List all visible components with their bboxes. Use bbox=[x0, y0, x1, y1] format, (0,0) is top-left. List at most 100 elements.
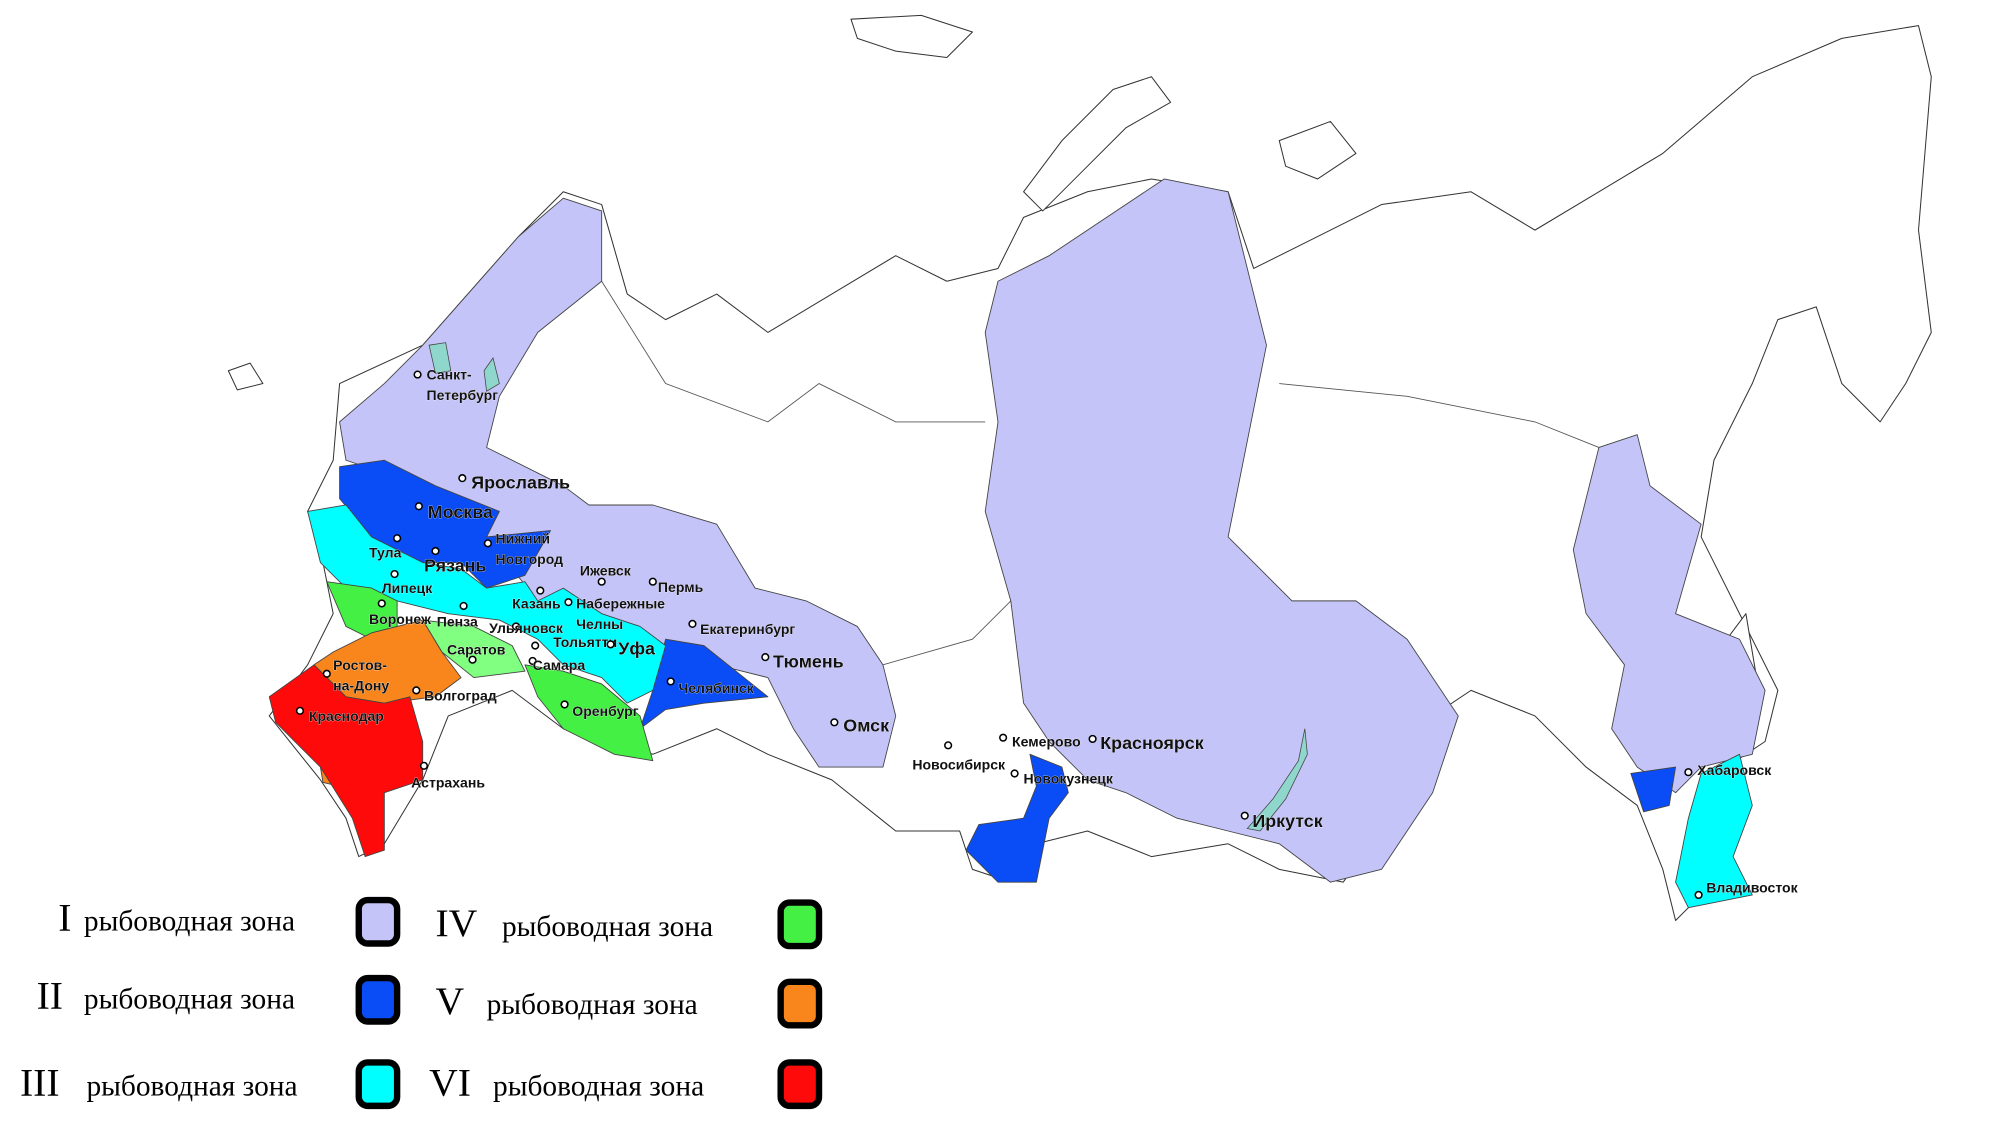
city: Воронеж bbox=[369, 599, 432, 627]
city-dot-icon bbox=[944, 741, 953, 750]
zone-III bbox=[307, 504, 1753, 909]
city-label: Ульяновск bbox=[489, 620, 564, 636]
city-label: Москва bbox=[428, 502, 494, 522]
city: Саратов bbox=[447, 641, 506, 664]
internal-borders-east bbox=[1279, 383, 1600, 448]
water-bodies bbox=[428, 342, 1308, 832]
city: Владивосток bbox=[1694, 879, 1799, 900]
legend-numeral: V bbox=[435, 979, 464, 1023]
city-dot-icon bbox=[393, 534, 402, 543]
city-label: Пенза bbox=[437, 613, 478, 629]
city-label: Саратов bbox=[447, 642, 506, 658]
city: Оренбург bbox=[560, 700, 639, 719]
city-label: Омск bbox=[843, 715, 889, 735]
city-dot-icon bbox=[419, 761, 429, 770]
city-label: Екатеринбург bbox=[700, 621, 795, 637]
city-dot-icon bbox=[606, 640, 615, 649]
city-label: Тольятти bbox=[553, 634, 617, 650]
city: Ижевск bbox=[580, 562, 632, 586]
zone-VI-south bbox=[268, 664, 424, 858]
legend-label: рыбоводная зона bbox=[493, 1071, 704, 1103]
legend-numeral: VI bbox=[429, 1061, 471, 1105]
city-label: Челябинск bbox=[678, 680, 754, 696]
zone-I-siberia bbox=[984, 178, 1459, 883]
city: Рязань bbox=[424, 546, 487, 576]
city-dot-icon bbox=[431, 546, 440, 556]
city-label: Челны bbox=[576, 616, 623, 632]
legend-numeral: IV bbox=[435, 901, 477, 945]
city-dot-icon bbox=[459, 601, 468, 611]
legend-label: рыбоводная зона bbox=[84, 984, 295, 1016]
city: Тольятти bbox=[531, 634, 617, 650]
city-label: Красноярск bbox=[1100, 733, 1203, 753]
city-dot-icon bbox=[528, 656, 537, 666]
zone-VI bbox=[268, 664, 424, 858]
city: Челябинск bbox=[666, 677, 755, 696]
city-dot-icon bbox=[1010, 769, 1019, 778]
city-label: Ярославль bbox=[471, 472, 570, 492]
city: Пенза bbox=[436, 601, 478, 630]
city: Уфа bbox=[606, 638, 656, 659]
city-dot-icon bbox=[377, 599, 386, 608]
city-dot-icon bbox=[295, 706, 305, 715]
city-markers: Санкт- Петербург Ярославль Москва Тула Рязань… bbox=[295, 366, 1799, 900]
city: Самара bbox=[528, 656, 586, 673]
city-dot-icon bbox=[999, 733, 1008, 742]
city: Астрахань bbox=[411, 761, 486, 791]
legend-numeral: III bbox=[20, 1061, 60, 1105]
city-dot-icon bbox=[468, 655, 477, 664]
city-label: Иркутск bbox=[1252, 811, 1322, 831]
city: Иркутск bbox=[1240, 811, 1323, 831]
zone-II-far-east bbox=[1630, 766, 1677, 813]
city-dot-icon bbox=[483, 539, 492, 548]
city-label: Петербург bbox=[427, 387, 499, 403]
legend-label: рыбоводная зона bbox=[487, 989, 698, 1021]
legend-swatch bbox=[355, 896, 401, 947]
city: Ярославль bbox=[458, 472, 570, 493]
city: Новосибирск bbox=[912, 741, 1006, 773]
severnaya-zemlya bbox=[1278, 120, 1357, 180]
zone-II bbox=[339, 459, 1677, 883]
city: Хабаровск bbox=[1684, 761, 1773, 778]
city-dot-icon bbox=[412, 686, 421, 695]
zone-II-altai bbox=[965, 753, 1069, 883]
city-dot-icon bbox=[531, 641, 540, 650]
internal-borders bbox=[601, 281, 986, 423]
city-label: Самара bbox=[533, 657, 586, 673]
zone-II-chelyabinsk bbox=[639, 638, 769, 730]
legend-swatch bbox=[355, 1059, 401, 1110]
legend-swatch bbox=[777, 1059, 823, 1110]
city: Липецк bbox=[382, 569, 433, 596]
city-label: Тюмень bbox=[773, 651, 844, 671]
city-label: Новосибирск bbox=[912, 757, 1006, 773]
city-dot-icon bbox=[414, 502, 423, 511]
internal-borders-south bbox=[882, 600, 1012, 666]
city-label: Рязань bbox=[424, 555, 487, 575]
legend-item: VI рыбоводная зона bbox=[429, 1059, 823, 1110]
legend-swatch bbox=[777, 978, 823, 1029]
city-label: Краснодар bbox=[309, 708, 384, 724]
legend-swatch bbox=[777, 899, 823, 950]
city-label: Санкт- bbox=[427, 367, 473, 383]
city-dot-icon bbox=[322, 669, 331, 678]
lake-baikal bbox=[1246, 728, 1308, 832]
zone-IV bbox=[326, 581, 654, 762]
lake-ladoga bbox=[428, 342, 452, 374]
city-dot-icon bbox=[648, 577, 657, 586]
city-label: Владивосток bbox=[1706, 879, 1798, 895]
zone-III-primorye bbox=[1675, 753, 1753, 909]
city-dot-icon bbox=[560, 700, 569, 709]
city-label: Нижний bbox=[496, 530, 551, 546]
city-label: Новокузнецк bbox=[1024, 771, 1114, 787]
zone-I bbox=[339, 178, 1766, 883]
city: Санкт- Петербург bbox=[413, 366, 499, 403]
city-dot-icon bbox=[688, 619, 697, 628]
city: Тула bbox=[369, 534, 402, 561]
city-label: Ростов- bbox=[333, 657, 387, 673]
legend-label: рыбоводная зона bbox=[502, 911, 713, 943]
city: Ростов-на-Дону bbox=[322, 657, 390, 694]
city-label: Астрахань bbox=[411, 775, 485, 791]
